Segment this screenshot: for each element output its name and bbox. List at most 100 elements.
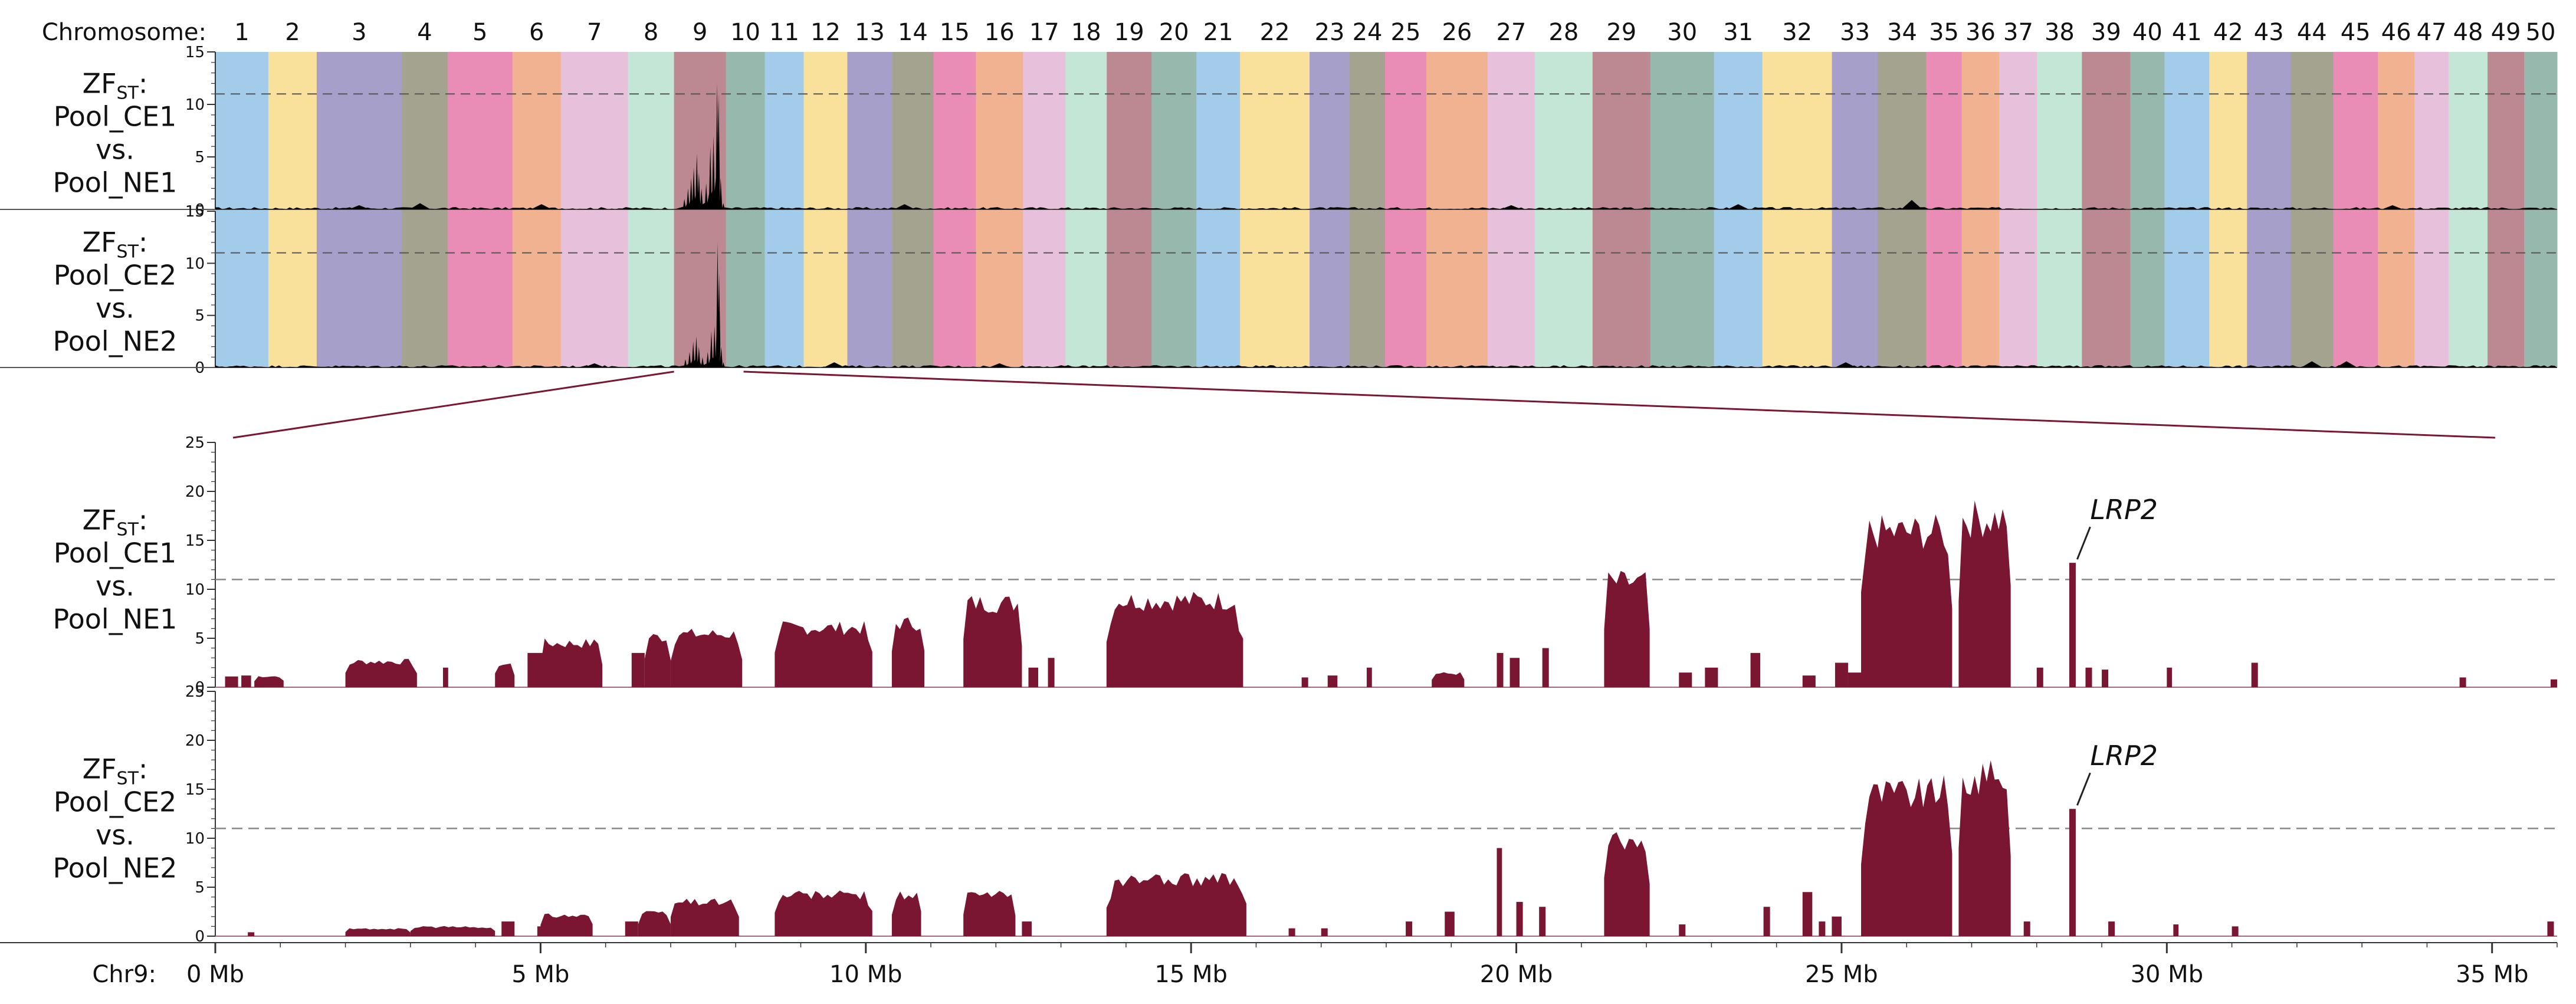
chromosome-label: 33 (1840, 19, 1870, 46)
chr9-genome-peak (674, 242, 726, 368)
chr9-x-tick-label: 20 Mb (1480, 961, 1553, 988)
genome-noise (215, 207, 2557, 209)
chr9-fst-block (1497, 848, 1502, 936)
genome-background-peak (2381, 205, 2403, 209)
genome-panel-2-label-line: Pool_NE2 (53, 326, 178, 357)
chr9-fst-block (2069, 809, 2076, 936)
lrp2-gene-label: LRP2 (2090, 740, 2158, 772)
genome-background-peak (530, 204, 552, 209)
chr9-fst-block (891, 617, 925, 687)
chr9-fst-block (1516, 901, 1523, 936)
chromosome-label: 49 (2491, 19, 2521, 46)
chr9-fst-block (345, 928, 411, 936)
chromosome-label: 35 (1929, 19, 1959, 46)
chr9-fst-block (1497, 652, 1504, 687)
lrp2-gene-label: LRP2 (2090, 494, 2158, 526)
chromosome-label: 30 (1667, 19, 1697, 46)
chr9-panel-2-label-main: ZF (83, 753, 117, 785)
chr9-fst-block (2085, 667, 2092, 687)
chr9-fst-block (1048, 658, 1055, 687)
genome-panel-2-label-main: ZF (83, 227, 117, 258)
chr9-fst-block (1327, 675, 1338, 687)
chr9-x-tick-label: 15 Mb (1154, 961, 1228, 988)
chr9-panel-2-label-line: vs. (96, 819, 134, 851)
chr9-panel-2-y-axis: 0 5 10 15 20 25 (185, 683, 216, 946)
chromosome-label: 2 (285, 19, 300, 46)
chr9-fst-block (670, 628, 743, 687)
chr9-x-tick-label: 10 Mb (829, 961, 903, 988)
chr9-fst-block (1445, 911, 1455, 936)
chromosome-label: 14 (898, 19, 928, 46)
chromosome-label: 16 (985, 19, 1015, 46)
chromosome-label: 21 (1203, 19, 1233, 46)
chr9-fst-block (670, 898, 739, 936)
chromosome-label: 29 (1606, 19, 1636, 46)
chr9-fst-block (891, 891, 921, 936)
chromosome-label: 27 (1496, 19, 1526, 46)
chromosome-label: 48 (2453, 19, 2483, 46)
chr9-fst-block (1509, 658, 1520, 687)
chr9-x-tick-label: 5 Mb (511, 961, 569, 988)
chromosome-label: 22 (1260, 19, 1290, 46)
chr9-panel-1-label-main: ZF (83, 504, 117, 536)
chromosome-label: 37 (2003, 19, 2033, 46)
lrp2-leader-line (2076, 772, 2091, 806)
chr9-fst-block (1802, 892, 1813, 936)
chr9-fst-block (1028, 667, 1039, 687)
genome-panel-2-y-tick-label: 15 (185, 203, 205, 221)
chr9-fst-block (1750, 652, 1761, 687)
chr9-fst-block (631, 652, 645, 687)
chr9-fst-block (410, 926, 495, 936)
chr9-panel-1-y-tick-label: 10 (185, 581, 205, 599)
chr9-fst-block (1604, 570, 1650, 687)
chromosome-label: 5 (472, 19, 487, 46)
chromosome-label: 3 (352, 19, 366, 46)
chromosome-label: 45 (2341, 19, 2371, 46)
genome-background-peak (1500, 205, 1522, 209)
chromosome-label: 32 (1782, 19, 1812, 46)
chr9-fst-block (2173, 924, 2179, 936)
chromosome-label: 17 (1029, 19, 1059, 46)
zoom-connector (232, 370, 2496, 439)
chr9-panel-1-y-tick-label: 20 (185, 483, 205, 501)
chr9-axis-label: Chr9: (92, 961, 156, 988)
genome-panel-2-y-tick-label: 5 (195, 307, 205, 325)
chr9-fst-block (2108, 921, 2115, 936)
chromosome-label: 10 (730, 19, 760, 46)
chr9-fst-block (2069, 563, 2076, 687)
chr9-panel-2-label-title: ZFST: (83, 753, 148, 789)
chr9-fst-block (2547, 921, 2554, 936)
genome-background-peak (409, 203, 431, 209)
chromosome-label: 6 (529, 19, 544, 46)
chr9-fst-block (1958, 760, 2011, 936)
chromosome-label: 34 (1887, 19, 1917, 46)
genome-background-peak (583, 363, 605, 368)
chr9-fst-block (1542, 648, 1549, 687)
zoom-line-left (232, 370, 674, 439)
genome-panel-2-label-line: Pool_CE2 (54, 260, 177, 291)
chr9-panel-1-y-axis: 0 5 10 15 20 25 (185, 434, 216, 697)
chr9-fst-block (1604, 832, 1650, 936)
lrp2-leader-line (2076, 526, 2091, 560)
chromosome-label: 38 (2045, 19, 2075, 46)
chr9-fst-block (1539, 907, 1546, 936)
chr9-fst-block (527, 652, 544, 687)
chromosome-label: 31 (1723, 19, 1753, 46)
chr9-fst-block (501, 921, 515, 936)
genome-background-peak (894, 204, 915, 209)
genome-background-peak (2335, 361, 2357, 368)
chromosome-label: 36 (1965, 19, 1996, 46)
genome-panel-1-y-tick-label: 10 (185, 96, 205, 114)
chr9-panel-2-label-colon: : (139, 753, 148, 785)
chromosome-label: 26 (1442, 19, 1472, 46)
chr9-x-axis: 0 Mb 5 Mb 10 Mb 15 Mb 20 Mb 25 Mb 30 Mb 35 Mb (0, 942, 2558, 988)
chr9-genome-peak (674, 83, 726, 209)
